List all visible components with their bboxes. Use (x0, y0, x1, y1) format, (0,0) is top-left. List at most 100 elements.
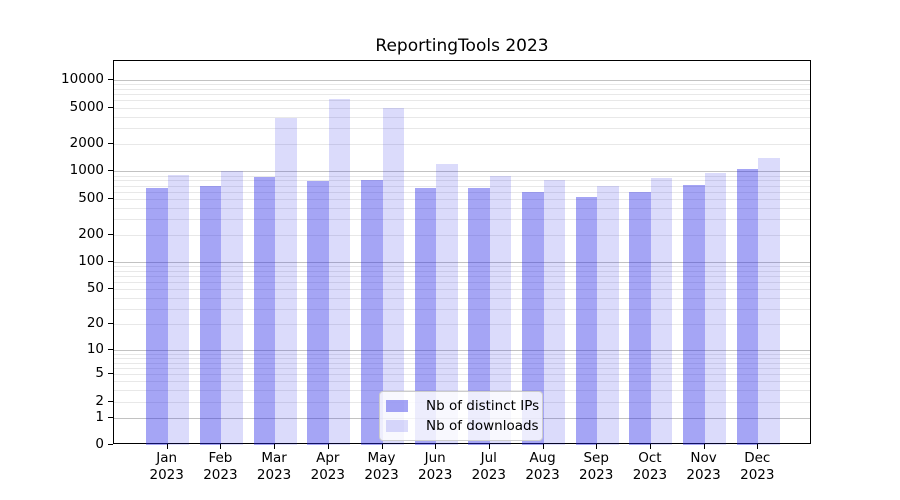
bar-dec-downloads (758, 158, 780, 445)
x-tick-label: Jun 2023 (418, 450, 453, 483)
y-tick-label: 10 (86, 341, 104, 357)
legend-entry-distinct-ips: Nb of distinct IPs (386, 397, 539, 415)
y-tick (108, 373, 113, 374)
minor-gridline (114, 358, 810, 359)
bar-aug-downloads (543, 179, 565, 445)
minor-gridline (114, 107, 810, 109)
x-tick-label: Sep 2023 (579, 450, 614, 483)
y-tick (108, 444, 113, 445)
y-tick-label: 200 (78, 225, 104, 242)
x-tick-label: Jan 2023 (149, 450, 184, 483)
y-tick (108, 400, 113, 402)
bar-mar-downloads (275, 117, 297, 445)
major-gridline (114, 350, 810, 351)
bar-nov-downloads (704, 173, 727, 445)
bar-jun-downloads (436, 164, 458, 445)
minor-gridline (114, 116, 810, 118)
y-tick-label: 100 (78, 253, 104, 270)
bar-may-downloads (382, 107, 404, 445)
y-tick (108, 142, 113, 144)
x-tick-label: Dec 2023 (740, 450, 775, 483)
minor-gridline (114, 180, 810, 182)
minor-gridline (114, 289, 810, 291)
plot-area (113, 60, 811, 445)
x-tick (488, 444, 490, 449)
minor-gridline (114, 367, 810, 369)
bar-feb-downloads (221, 170, 243, 445)
minor-gridline (114, 219, 810, 220)
major-gridline (114, 80, 810, 82)
minor-gridline (114, 297, 810, 299)
major-gridline (114, 171, 810, 173)
minor-gridline (114, 362, 810, 364)
y-tick (108, 170, 113, 172)
legend-entry-downloads: Nb of downloads (386, 417, 539, 435)
bar-jul-distinct-ips (468, 188, 490, 445)
minor-gridline (114, 143, 810, 145)
bar-feb-distinct-ips (199, 185, 222, 445)
legend-swatch-downloads (386, 420, 408, 432)
x-tick-label: Jul 2023 (471, 450, 506, 483)
y-tick (108, 261, 113, 263)
minor-gridline (114, 94, 810, 96)
x-tick-label: Oct 2023 (632, 450, 668, 483)
x-tick-label: May 2023 (364, 450, 399, 483)
minor-gridline (114, 276, 810, 278)
y-tick (108, 106, 113, 108)
minor-gridline (114, 381, 810, 383)
bar-nov-distinct-ips (683, 184, 705, 445)
y-tick-label: 20 (86, 315, 104, 332)
legend: Nb of distinct IPs Nb of downloads (379, 391, 543, 441)
legend-swatch-distinct-ips (386, 400, 408, 412)
x-tick (327, 444, 329, 449)
legend-label-downloads: Nb of downloads (426, 418, 539, 434)
bar-may-distinct-ips (361, 180, 383, 445)
x-tick (381, 444, 383, 449)
y-tick-label: 5000 (69, 98, 104, 115)
x-tick (703, 444, 705, 449)
y-tick-label: 2 (95, 392, 104, 409)
y-tick (108, 323, 113, 325)
minor-gridline (114, 390, 810, 392)
x-tick-label: Aug 2023 (525, 450, 560, 483)
x-tick (220, 444, 222, 449)
minor-gridline (114, 185, 810, 187)
minor-gridline (114, 309, 810, 310)
minor-gridline (114, 89, 810, 90)
minor-gridline (114, 374, 810, 375)
y-tick-label: 50 (86, 280, 104, 297)
x-tick-label: Mar 2023 (256, 450, 292, 483)
minor-gridline (114, 353, 810, 355)
bar-jun-distinct-ips (414, 188, 437, 445)
minor-gridline (114, 191, 810, 193)
y-tick (108, 288, 113, 290)
chart-title: ReportingTools 2023 (375, 36, 549, 56)
y-tick-label: 1000 (69, 162, 104, 179)
bar-jan-downloads (167, 174, 190, 445)
y-tick-label: 1 (95, 408, 104, 425)
y-tick (108, 349, 113, 350)
y-tick (108, 233, 113, 235)
minor-gridline (114, 282, 810, 284)
x-tick (649, 444, 651, 449)
minor-gridline (114, 270, 810, 272)
bar-sep-distinct-ips (575, 197, 598, 445)
bar-aug-distinct-ips (522, 192, 544, 445)
y-tick-label: 2000 (69, 134, 104, 151)
y-tick (108, 416, 113, 418)
y-tick (108, 197, 113, 199)
x-tick (166, 444, 168, 449)
bar-oct-downloads (650, 177, 673, 445)
bar-jul-downloads (489, 175, 512, 445)
major-gridline (114, 262, 810, 264)
x-tick-label: Feb 2023 (203, 450, 238, 483)
minor-gridline (114, 175, 810, 177)
minor-gridline (114, 266, 810, 268)
bar-apr-distinct-ips (307, 180, 329, 445)
minor-gridline (114, 324, 810, 326)
bar-dec-distinct-ips (736, 169, 759, 445)
minor-gridline (114, 207, 810, 209)
bar-sep-downloads (597, 185, 619, 445)
bar-jan-distinct-ips (146, 188, 168, 445)
minor-gridline (114, 198, 810, 200)
